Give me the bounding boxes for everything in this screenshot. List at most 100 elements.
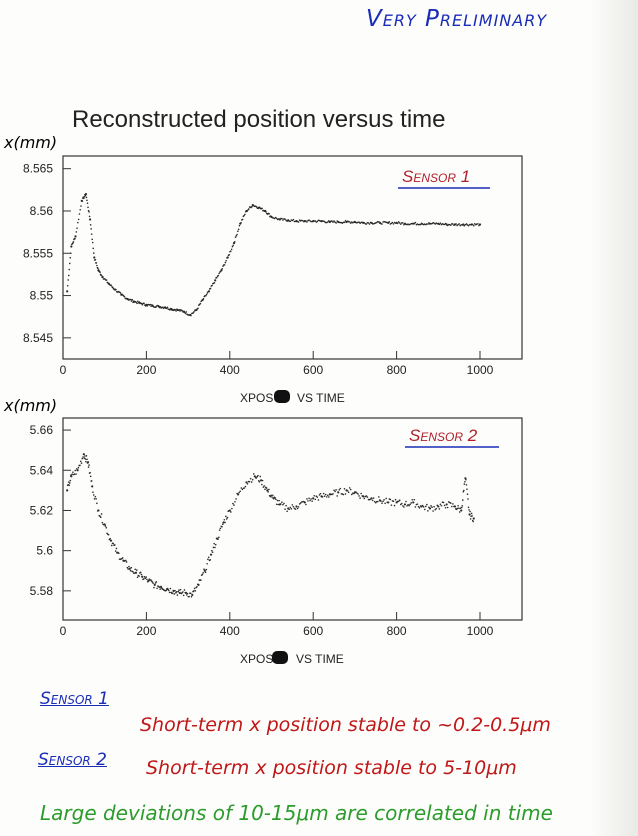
- data-point-texture: [95, 262, 98, 264]
- data-point-texture: [188, 595, 190, 598]
- chart1-ylabel: x(mm): [3, 133, 57, 152]
- data-point-texture: [382, 500, 384, 503]
- data-point-texture: [439, 222, 442, 224]
- chart2-y-axis: 5.58 5.6 5.62 5.64 5.66: [30, 423, 71, 598]
- data-point: [134, 571, 138, 574]
- data-point-texture: [313, 494, 316, 497]
- data-point-texture: [468, 509, 470, 511]
- data-point-texture: [414, 506, 417, 508]
- data-point-texture: [409, 503, 411, 506]
- data-point-texture: [272, 494, 274, 497]
- data-point-texture: [111, 286, 114, 289]
- data-point-texture: [224, 261, 227, 264]
- data-point-texture: [261, 483, 263, 486]
- data-point-texture: [94, 258, 97, 261]
- data-point: [462, 223, 465, 226]
- data-point-texture: [92, 494, 95, 496]
- data-point-texture: [152, 582, 154, 584]
- data-point-texture: [431, 222, 433, 225]
- data-point-texture: [280, 503, 282, 505]
- data-point-texture: [100, 274, 103, 277]
- data-point-texture: [301, 219, 304, 222]
- data-point-texture: [335, 489, 337, 491]
- x-tick-label: 400: [220, 363, 240, 377]
- page-title: Reconstructed position versus time: [72, 106, 446, 133]
- data-point: [172, 589, 175, 592]
- data-point: [93, 256, 96, 259]
- data-point-texture: [336, 495, 338, 497]
- data-point-texture: [472, 224, 475, 227]
- x-tick-label: 600: [303, 363, 323, 377]
- data-point-texture: [377, 500, 379, 503]
- chart2-x-axis: 0 200 400 600 800 1000: [60, 612, 494, 638]
- data-point-texture: [274, 497, 276, 499]
- data-point-texture: [218, 536, 220, 539]
- data-point-texture: [190, 314, 192, 317]
- data-point-texture: [159, 588, 162, 590]
- data-point-texture: [324, 493, 327, 496]
- data-point-texture: [278, 499, 280, 502]
- data-point-texture: [318, 494, 321, 496]
- data-point: [370, 497, 373, 500]
- data-point-texture: [132, 570, 134, 573]
- x-tick-label: 800: [387, 363, 407, 377]
- data-point-texture: [74, 469, 77, 472]
- data-point-texture: [70, 252, 72, 254]
- data-point-texture: [331, 220, 333, 222]
- data-point-texture: [85, 460, 87, 463]
- data-point-texture: [153, 586, 155, 589]
- data-point: [478, 223, 482, 226]
- data-point-texture: [222, 265, 224, 267]
- data-point: [66, 489, 69, 492]
- data-point-texture: [467, 224, 470, 227]
- data-point-texture: [458, 507, 460, 509]
- data-point-texture: [150, 305, 152, 307]
- data-point-texture: [223, 264, 226, 266]
- data-point-texture: [209, 287, 212, 290]
- data-point: [237, 493, 240, 496]
- data-point-texture: [446, 506, 449, 509]
- data-point-texture: [305, 503, 307, 506]
- data-point-texture: [372, 497, 375, 499]
- data-point-texture: [99, 516, 102, 518]
- data-point-texture: [94, 495, 97, 498]
- data-point-texture: [401, 502, 403, 505]
- data-point-texture: [319, 492, 322, 495]
- data-point-texture: [398, 222, 401, 224]
- data-point-texture: [209, 559, 212, 561]
- data-point-texture: [97, 267, 99, 270]
- data-point: [76, 469, 79, 472]
- data-point: [70, 245, 73, 248]
- data-point-texture: [225, 259, 227, 262]
- x-tick-label: 600: [303, 624, 323, 638]
- data-point-texture: [464, 481, 466, 483]
- data-point: [203, 569, 206, 572]
- data-point-texture: [211, 549, 213, 552]
- data-point-texture: [471, 223, 474, 226]
- data-point-texture: [217, 538, 219, 540]
- data-point-texture: [143, 302, 145, 305]
- data-point-texture: [136, 302, 138, 305]
- data-point: [337, 491, 340, 494]
- data-point-texture: [90, 233, 93, 235]
- data-point-texture: [236, 233, 238, 236]
- data-point: [428, 507, 432, 510]
- y-tick-label: 8.55: [30, 289, 54, 303]
- data-point-texture: [155, 581, 158, 583]
- data-point-texture: [246, 483, 249, 485]
- data-point-texture: [243, 487, 246, 489]
- data-point: [84, 192, 88, 196]
- data-point: [228, 509, 231, 512]
- data-point-texture: [368, 223, 371, 225]
- data-point-texture: [470, 512, 473, 515]
- data-point-texture: [349, 488, 352, 491]
- data-point-texture: [418, 507, 421, 509]
- data-point: [253, 475, 256, 478]
- chart1-points: [66, 192, 482, 317]
- data-point: [209, 553, 213, 556]
- data-point-texture: [177, 590, 179, 593]
- data-point-texture: [434, 508, 436, 511]
- data-point-texture: [183, 589, 186, 591]
- data-point-texture: [92, 247, 95, 250]
- data-point-texture: [388, 221, 391, 223]
